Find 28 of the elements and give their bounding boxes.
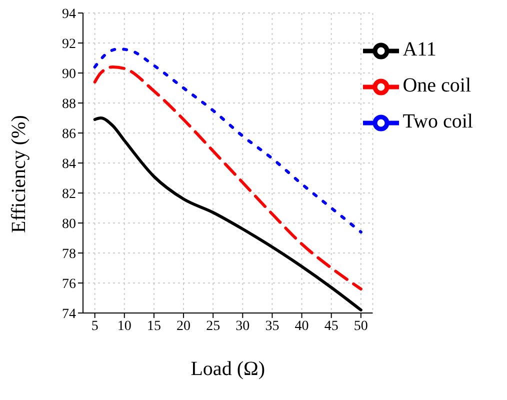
line-series — [93, 66, 362, 290]
legend-label: One coil — [402, 74, 472, 97]
x-tick-label: 25 — [206, 318, 220, 334]
y-tick-label: 88 — [62, 96, 76, 112]
y-tick-label: 92 — [62, 36, 76, 52]
x-tick-label: 35 — [265, 318, 280, 334]
x-tick-label: 45 — [324, 318, 338, 334]
y-tick-label: 74 — [62, 306, 76, 322]
legend-label: A11 — [402, 38, 436, 61]
y-tick-label: 82 — [62, 186, 76, 202]
x-axis-title: Load (Ω) — [190, 358, 266, 380]
x-tick-label: 20 — [176, 318, 191, 334]
x-tick-label: 15 — [146, 318, 161, 334]
x-tick-label: 10 — [117, 318, 132, 334]
y-tick-label: 94 — [62, 6, 76, 22]
line-series — [93, 48, 362, 234]
y-tick-label: 80 — [62, 216, 76, 232]
y-axis-title: Efficiency (%) — [8, 115, 30, 233]
x-tick-label: 30 — [236, 318, 250, 334]
y-tick-label: 86 — [62, 126, 76, 142]
y-tick-label: 76 — [62, 276, 76, 292]
y-tick-label: 90 — [62, 66, 76, 82]
x-tick-label: 40 — [294, 318, 309, 334]
y-tick-label: 78 — [62, 246, 76, 262]
x-tick-label: 5 — [91, 318, 98, 334]
y-tick-label: 84 — [62, 156, 76, 172]
x-tick-label: 50 — [354, 318, 368, 334]
legend-label: Two coil — [402, 110, 473, 133]
